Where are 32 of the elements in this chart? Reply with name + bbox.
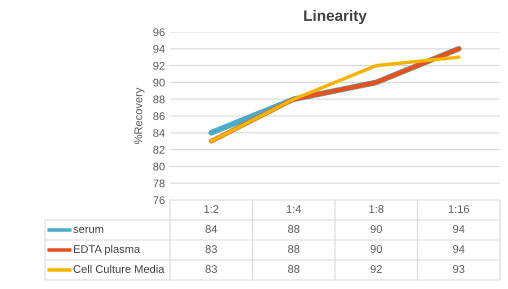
- y-tick-label: 84: [153, 129, 165, 137]
- data-label: 83: [206, 265, 217, 273]
- y-tick-label: 88: [153, 95, 165, 104]
- y-tick-label: 94: [153, 45, 165, 53]
- data-label: 88: [288, 245, 300, 253]
- data-label: 88: [288, 225, 300, 233]
- data-label: 90: [370, 245, 382, 253]
- y-tick-label: 80: [153, 162, 165, 171]
- x-tick-label: 1:8: [369, 205, 384, 213]
- x-tick-label: 1:4: [286, 205, 302, 213]
- data-label: 93: [453, 265, 464, 273]
- data-label: 90: [370, 225, 382, 233]
- legend-label: EDTA plasma: [74, 244, 140, 256]
- y-tick-label: 92: [153, 62, 165, 70]
- legend-label: Cell Culture Media: [74, 264, 164, 273]
- x-tick-label: 1:16: [448, 205, 470, 213]
- y-tick-label: 86: [153, 112, 165, 120]
- x-tick-label: 1:2: [204, 205, 218, 213]
- y-axis-title: %Recovery: [134, 88, 144, 144]
- data-label: 94: [453, 245, 465, 253]
- y-tick-label: 82: [153, 146, 165, 154]
- data-label: 94: [453, 225, 465, 233]
- legend-label: serum: [73, 226, 104, 233]
- chart-title: Linearity: [304, 10, 367, 24]
- y-tick-label: 78: [153, 179, 165, 188]
- y-tick-label: 96: [153, 28, 165, 36]
- y-tick-label: 90: [153, 78, 165, 87]
- data-label: 83: [206, 245, 217, 253]
- data-label: 92: [370, 265, 382, 273]
- y-tick-label: 76: [153, 196, 165, 204]
- data-label: 88: [288, 265, 300, 273]
- data-label: 84: [206, 225, 218, 233]
